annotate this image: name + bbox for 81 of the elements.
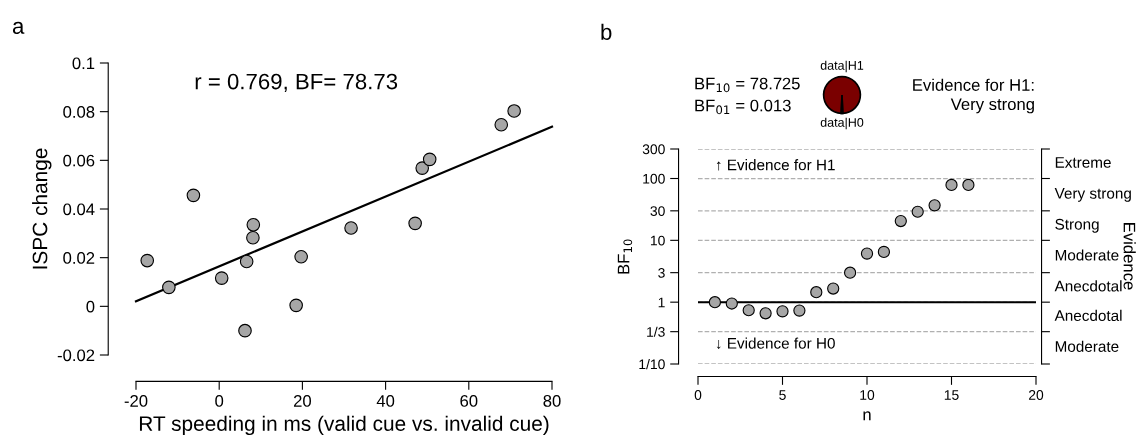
point [928, 199, 941, 212]
y-tick-label: 100 [643, 173, 665, 184]
point [827, 282, 840, 295]
y-tick-label: -0.02 [57, 349, 95, 362]
point [793, 304, 806, 317]
point [507, 104, 521, 118]
point [725, 297, 738, 310]
slice-label: data|H0 [820, 117, 864, 130]
point [344, 221, 358, 235]
x-tick-label: 80 [543, 395, 561, 407]
pie-slice [822, 75, 862, 115]
text: Extreme [1055, 157, 1111, 168]
annotation: r = 0.769, BF= 78.73 [195, 73, 398, 93]
x-tick-label: 20 [293, 395, 312, 407]
y-axis-title: BF$_{10}$ [617, 239, 633, 274]
point [238, 323, 252, 338]
point [289, 298, 303, 313]
y-tick-label: 30 [650, 206, 665, 216]
y-tick-label: 0.08 [63, 106, 95, 118]
y-tick-label: 1/3 [647, 326, 665, 337]
annotation: ↓ Evidence for H0 [716, 337, 835, 350]
y-tick-label: 0 [86, 300, 95, 313]
x-tick-label: 0 [694, 390, 702, 400]
x-tick-label: 20 [1028, 390, 1044, 400]
point [843, 266, 857, 279]
y-axis-title: ISPC change [32, 148, 52, 269]
y-tick-label: 1 [658, 297, 665, 308]
x-tick-label: 15 [944, 390, 959, 400]
point [494, 118, 509, 132]
point [246, 218, 261, 232]
x-tick-label: 0 [215, 395, 224, 407]
point [408, 216, 422, 231]
point [776, 305, 789, 318]
y-tick-label: 0.1 [72, 57, 95, 70]
point [214, 271, 229, 285]
y-tick-label: 0.06 [63, 154, 95, 167]
text: Anecdotal [1054, 309, 1122, 322]
text: Moderate [1055, 340, 1119, 352]
text: Anecdotal [1054, 280, 1122, 292]
x-tick-label: -20 [124, 395, 148, 407]
y-tick-label: 0.02 [63, 252, 95, 264]
x-tick-label: 5 [779, 390, 786, 400]
text: Very strong [1054, 188, 1131, 202]
point [246, 230, 260, 245]
x-tick-label: 10 [860, 390, 875, 400]
y-tick-label: 3 [658, 268, 665, 278]
chart-title: b [601, 23, 612, 40]
text: Evidence for H1: Very strong [913, 78, 1034, 114]
x-axis-title: n [863, 411, 871, 421]
x-axis-title: RT speeding in ms (valid cue vs. invalid cue) [139, 415, 549, 436]
text: Moderate [1055, 249, 1119, 261]
point [294, 249, 308, 264]
point [162, 280, 176, 295]
y-tick-label: 1/10 [639, 358, 665, 370]
y-tick-label: 10 [650, 235, 665, 246]
point [911, 205, 924, 218]
y2-axis-title: Evidence [1123, 223, 1136, 290]
point [945, 178, 958, 192]
x-tick-label: 60 [460, 395, 478, 407]
point [708, 296, 722, 309]
point [239, 254, 254, 269]
point [894, 214, 907, 228]
chart-title: a [12, 21, 25, 34]
point [140, 253, 155, 268]
text: BF$_{01}$ = 0.013 [695, 99, 791, 115]
point [962, 178, 975, 192]
y-tick-label: 300 [642, 144, 665, 155]
point [742, 304, 755, 317]
text: Strong [1055, 218, 1099, 233]
x-tick-label: 40 [376, 395, 395, 407]
annotation: ↑ Evidence for H1 [716, 159, 835, 171]
point [422, 152, 437, 167]
point [877, 245, 891, 259]
slice-label: data|H1 [820, 60, 864, 73]
text: BF$_{10}$ = 78.725 [695, 77, 800, 93]
point [759, 307, 772, 320]
point [186, 188, 201, 203]
point [415, 161, 430, 175]
y-tick-label: 0.04 [63, 203, 95, 216]
point [860, 247, 874, 260]
point [810, 286, 823, 299]
